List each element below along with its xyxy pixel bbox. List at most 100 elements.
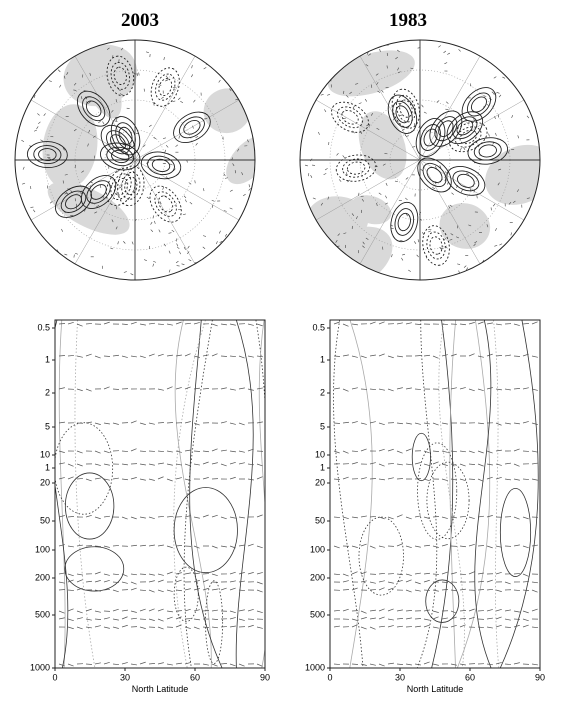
- flux-vector: [211, 353, 218, 357]
- wind-vector: [233, 46, 237, 48]
- contour: [466, 92, 491, 117]
- flux-vector: [504, 462, 511, 465]
- wind-vector: [492, 203, 496, 207]
- flux-vector: [378, 388, 385, 391]
- wind-vector: [361, 198, 365, 202]
- contour: [342, 158, 371, 178]
- flux-vector: [396, 573, 403, 576]
- flux-vector: [157, 544, 164, 547]
- wind-vector: [465, 267, 469, 271]
- wind-vector: [449, 238, 453, 241]
- flux-vector: [486, 515, 493, 518]
- flux-vector: [424, 680, 430, 681]
- flux-vector: [139, 589, 147, 591]
- flux-vector: [148, 589, 155, 593]
- wind-vector: [241, 172, 244, 176]
- wind-vector: [315, 53, 319, 56]
- flux-vector: [396, 463, 403, 466]
- flux-vector: [531, 608, 538, 612]
- flux-vector: [432, 422, 439, 426]
- y-tick-label: 0.5: [312, 322, 325, 332]
- flux-vector: [369, 462, 376, 465]
- wind-vector: [248, 188, 251, 191]
- wind-vector: [188, 182, 192, 185]
- flux-vector: [85, 478, 92, 482]
- flux-vector: [360, 663, 367, 666]
- flux-vector: [247, 543, 254, 547]
- land: [439, 203, 491, 249]
- flux-vector: [531, 589, 538, 593]
- wind-vector: [22, 182, 26, 185]
- flux-vector: [360, 477, 367, 480]
- wind-vector: [62, 147, 65, 151]
- flux-vector: [58, 387, 65, 390]
- flux-vector: [522, 545, 529, 549]
- flux-vector: [432, 450, 440, 452]
- contour: [417, 157, 452, 193]
- flux-vector: [148, 322, 155, 325]
- x-tick-label: 90: [260, 672, 270, 682]
- wind-vector: [235, 98, 239, 101]
- flux-vector: [121, 463, 128, 466]
- wind-vector: [186, 159, 188, 163]
- flux-vector: [486, 609, 493, 612]
- flux-vector: [486, 322, 493, 325]
- flux-vector: [441, 422, 448, 425]
- flux-vector: [121, 662, 128, 665]
- flux-vector: [68, 679, 74, 680]
- flux-vector: [369, 515, 377, 518]
- flux-vector: [342, 608, 349, 612]
- panel-title: 2003: [121, 10, 159, 31]
- flux-vector: [504, 626, 512, 628]
- flux-vector: [423, 572, 430, 575]
- flux-vector: [486, 463, 493, 466]
- flux-vector: [203, 670, 209, 672]
- contour: [499, 320, 539, 668]
- flux-vector: [351, 421, 358, 424]
- flux-vector: [239, 678, 245, 680]
- flux-vector: [423, 516, 430, 519]
- contour: [149, 185, 182, 223]
- flux-vector: [513, 662, 520, 665]
- wind-vector: [312, 197, 316, 200]
- flux-vector: [459, 478, 466, 481]
- wind-vector: [23, 232, 26, 236]
- flux-vector: [95, 680, 101, 681]
- flux-vector: [85, 323, 93, 325]
- flux-vector: [238, 572, 245, 575]
- flux-vector: [523, 680, 529, 681]
- flux-vector: [175, 450, 182, 453]
- wind-vector: [527, 269, 530, 273]
- flux-vector: [149, 671, 155, 672]
- flux-vector: [76, 450, 83, 454]
- section-plot: [55, 320, 265, 681]
- flux-vector: [103, 626, 110, 629]
- flux-vector: [441, 516, 448, 519]
- flux-vector: [157, 573, 164, 576]
- flux-vector: [211, 545, 218, 549]
- flux-vector: [121, 355, 128, 358]
- flux-vector: [396, 618, 404, 620]
- flux-vector: [378, 580, 385, 583]
- wind-vector: [436, 100, 440, 103]
- flux-vector: [495, 477, 502, 480]
- flux-vector: [76, 544, 83, 547]
- wind-vector: [153, 102, 155, 106]
- flux-vector: [58, 581, 65, 584]
- flux-vector: [238, 663, 245, 667]
- flux-vector: [370, 680, 376, 681]
- flux-vector: [351, 450, 359, 452]
- flux-vector: [351, 624, 358, 628]
- flux-vector: [378, 625, 385, 628]
- flux-vector: [148, 580, 155, 583]
- flux-vector: [94, 589, 101, 592]
- wind-vector: [153, 260, 157, 263]
- contour: [26, 141, 68, 169]
- wind-vector: [158, 83, 162, 86]
- flux-vector: [167, 672, 173, 674]
- flux-vector: [531, 422, 538, 425]
- flux-vector: [405, 516, 412, 520]
- flux-vector: [468, 543, 475, 547]
- flux-vector: [495, 463, 502, 466]
